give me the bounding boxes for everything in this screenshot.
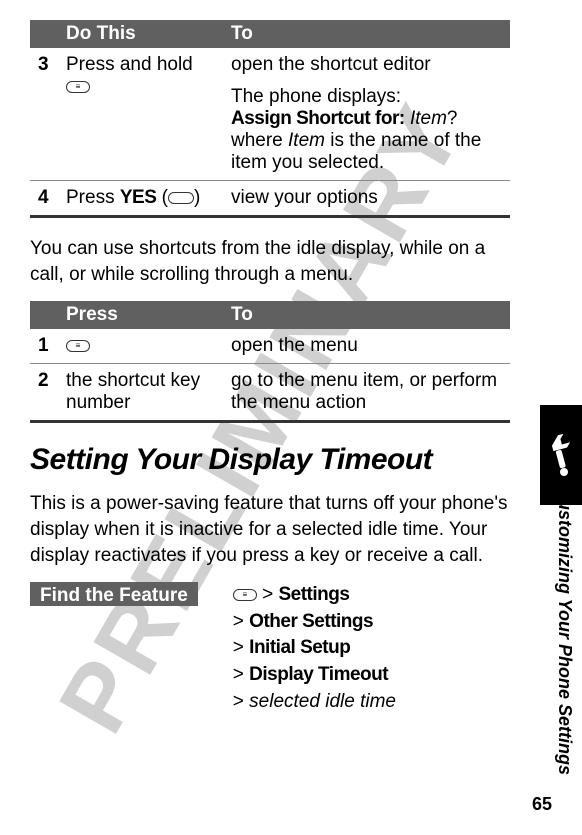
page-content: Do This To 3 Press and hold ≡ open the s… — [0, 0, 582, 735]
table-row: 2 the shortcut key number go to the menu… — [30, 364, 510, 423]
step-description: view your options — [231, 187, 502, 209]
press-table: Press To 1 ≡ open the menu 2 the shortcu… — [30, 301, 510, 423]
step-action: Press and hold ≡ — [66, 54, 231, 174]
find-feature-label: Find the Feature — [30, 582, 198, 606]
header-to: To — [231, 304, 502, 326]
step-number: 1 — [38, 335, 66, 357]
menu-key-icon: ≡ — [233, 589, 257, 601]
header-do-this: Do This — [66, 23, 231, 45]
step-description: open the shortcut editor The phone displ… — [231, 54, 502, 174]
step-number: 4 — [38, 187, 66, 209]
table-header-row: Do This To — [30, 20, 510, 48]
oval-key-icon — [168, 192, 194, 204]
table-row: 1 ≡ open the menu — [30, 329, 510, 364]
page-number: 65 — [532, 794, 552, 815]
step-action: Press YES () — [66, 187, 231, 209]
header-press: Press — [66, 304, 231, 326]
find-feature-path: ≡ > Settings > Other Settings > Initial … — [198, 582, 396, 715]
table-row: 4 Press YES () view your options — [30, 181, 510, 218]
step-number: 2 — [38, 370, 66, 414]
header-to: To — [231, 23, 502, 45]
step-action: ≡ — [66, 335, 231, 357]
step-description: go to the menu item, or perform the menu… — [231, 370, 502, 414]
do-this-table: Do This To 3 Press and hold ≡ open the s… — [30, 20, 510, 218]
paragraph: You can use shortcuts from the idle disp… — [30, 236, 510, 287]
find-feature-block: Find the Feature ≡ > Settings > Other Se… — [30, 582, 510, 715]
paragraph: This is a power-saving feature that turn… — [30, 491, 510, 568]
table-row: 3 Press and hold ≡ open the shortcut edi… — [30, 48, 510, 181]
section-heading: Setting Your Display Timeout — [30, 443, 522, 477]
step-description: open the menu — [231, 335, 502, 357]
step-number: 3 — [38, 54, 66, 174]
menu-key-icon: ≡ — [66, 81, 90, 93]
menu-key-icon: ≡ — [66, 340, 90, 352]
step-action: the shortcut key number — [66, 370, 231, 414]
table-header-row: Press To — [30, 301, 510, 329]
